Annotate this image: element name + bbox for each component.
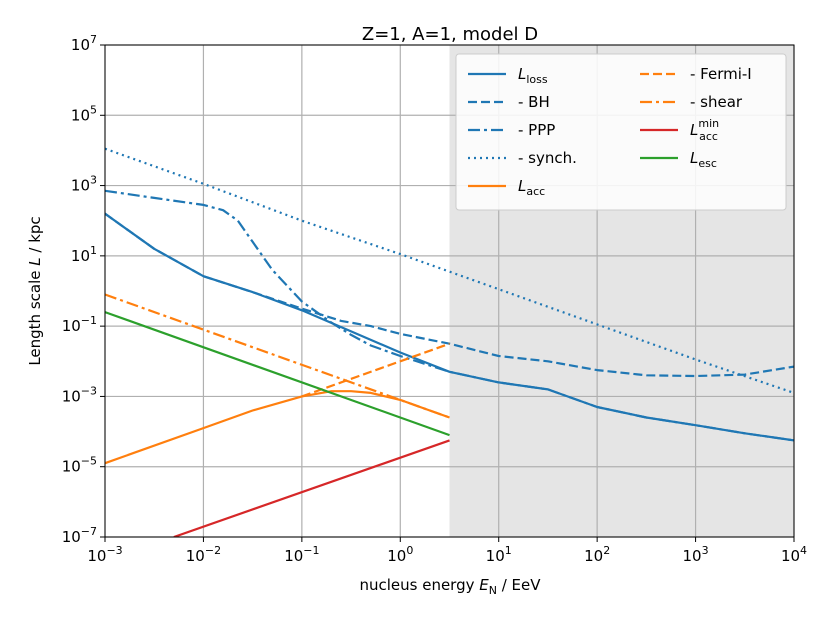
y-tick-label: 101 bbox=[71, 244, 97, 265]
series-esc-line bbox=[105, 311, 450, 437]
x-tick-label: 10−1 bbox=[284, 544, 319, 565]
y-tick-label: 10−3 bbox=[62, 384, 97, 405]
y-axis-label: Length scale L / kpc bbox=[26, 216, 44, 365]
legend-bh-label: - BH bbox=[518, 93, 550, 111]
plot-frame bbox=[104, 44, 795, 538]
x-axis-label: nucleus energy EN / EeV bbox=[359, 576, 541, 597]
legend-shear-label: - shear bbox=[690, 93, 743, 111]
legend-box bbox=[455, 53, 787, 211]
tick-layer: 10−3 10−2 10−1 100 101 102 103 104 10−7 10−5 10−3 1… bbox=[62, 33, 807, 565]
y-tick-label: 103 bbox=[71, 174, 97, 195]
y-tick-label: 10−5 bbox=[62, 455, 97, 476]
y-tick-label: 10−1 bbox=[62, 314, 97, 335]
series-shear-line bbox=[105, 293, 450, 419]
legend-synch-label: - synch. bbox=[518, 149, 577, 167]
y-tick-label: 105 bbox=[71, 103, 97, 124]
series-fermi-line bbox=[301, 342, 450, 398]
x-tick-label: 103 bbox=[683, 544, 709, 565]
x-tick-label: 10−2 bbox=[186, 544, 221, 565]
x-tick-label: 102 bbox=[584, 544, 610, 565]
legend-fermi-label: - Fermi-I bbox=[690, 65, 752, 83]
y-tick-label: 10−7 bbox=[62, 525, 97, 546]
chart-title: Z=1, A=1, model D bbox=[362, 24, 538, 45]
legend-ppp-label: - PPP bbox=[518, 121, 555, 139]
y-tick-label: 107 bbox=[71, 33, 97, 54]
x-tick-label: 100 bbox=[387, 544, 413, 565]
series-layer bbox=[105, 147, 794, 537]
legend-esc-label: Lesc bbox=[690, 149, 717, 170]
legend-loss-label: Lloss bbox=[518, 65, 548, 86]
legend-accmin-label: Lmin acc bbox=[690, 117, 719, 143]
legend-acc-label: Lacc bbox=[518, 177, 545, 198]
series-accmin-line bbox=[173, 439, 450, 537]
x-tick-label: 10−3 bbox=[87, 544, 122, 565]
series-ppp-line bbox=[105, 189, 794, 442]
x-tick-label: 101 bbox=[486, 544, 512, 565]
x-tick-label: 104 bbox=[781, 544, 807, 565]
legend: Lloss - BH - PPP - synch.Lacc - Fermi-I … bbox=[455, 53, 787, 211]
